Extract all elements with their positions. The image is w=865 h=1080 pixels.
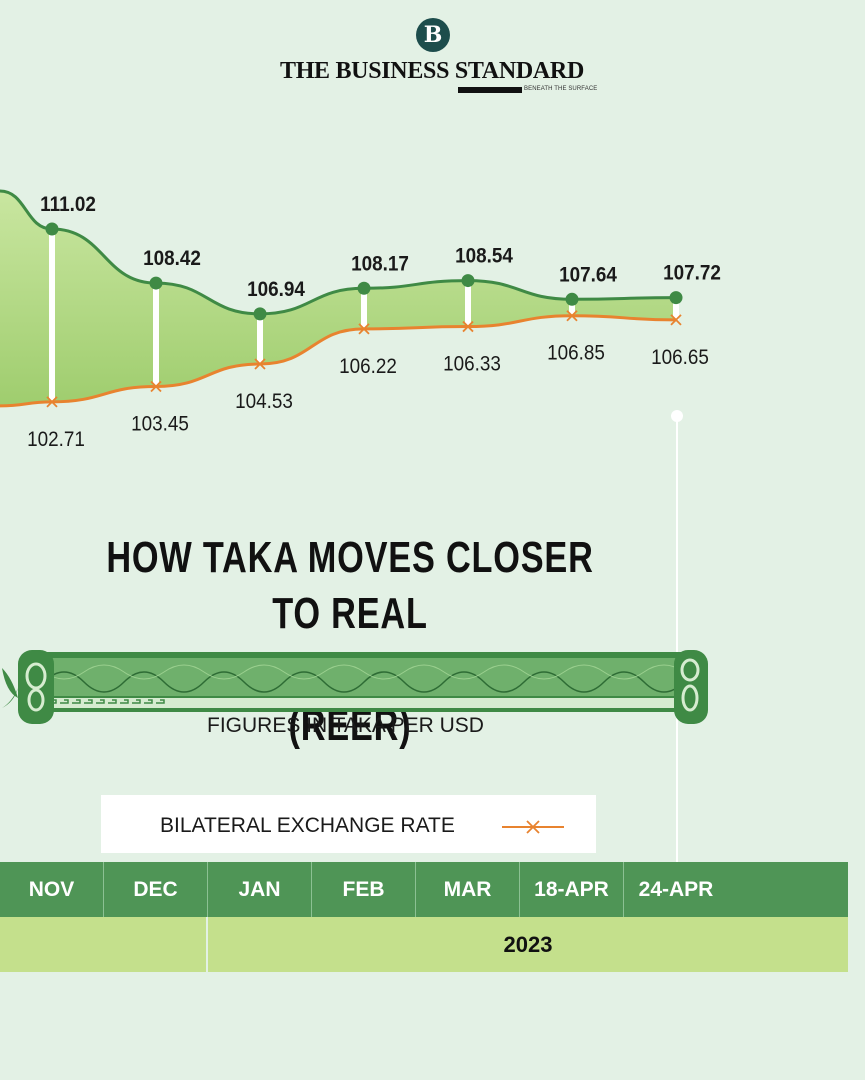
- point-reer-2: [253, 307, 267, 321]
- gap-bar-6: [673, 297, 679, 320]
- exchange-rate-chart: 111.02 102.71 108.42 103.45 106.94 104.53 108.…: [0, 189, 721, 451]
- legend: [101, 795, 596, 853]
- headline-line-1: HOW TAKA MOVES CLOSER TO REAL: [106, 533, 594, 638]
- data-label-bilateral-0: 102.71: [27, 428, 85, 451]
- gap-bar-2: [257, 313, 263, 364]
- point-reer-6: [669, 291, 683, 305]
- area-fill-gap: [0, 191, 676, 406]
- point-bilateral-4: [462, 320, 474, 333]
- data-label-reer-2: 106.94: [247, 278, 305, 301]
- point-reer-1: [149, 276, 163, 290]
- brand-underline: [458, 87, 522, 93]
- brand-name: THE BUSINESS STANDARD: [279, 58, 584, 84]
- point-bilateral-3: [358, 323, 370, 335]
- point-bilateral-2: [254, 358, 266, 370]
- gap-bar-4: [465, 280, 471, 327]
- data-label-bilateral-1: 103.45: [131, 413, 189, 436]
- point-reer-5: [565, 292, 579, 306]
- series-line-reer: [0, 189, 677, 316]
- point-bilateral-5: [566, 310, 578, 322]
- brand-tagline: BENEATH THE SURFACE: [524, 86, 598, 92]
- x-axis-tick-nov: NOV: [0, 862, 104, 917]
- data-label-bilateral-2: 104.53: [235, 390, 293, 413]
- banknote-band: [2, 650, 708, 724]
- point-reer-0: [45, 222, 59, 236]
- timeline-pointer: [671, 410, 683, 862]
- x-axis-tick-feb: FEB: [312, 862, 416, 917]
- x-axis-tick-18-apr: 18-APR: [520, 862, 624, 917]
- x-axis-tick-mar: MAR: [416, 862, 520, 917]
- data-label-bilateral-5: 106.85: [547, 342, 605, 365]
- data-label-reer-6: 107.72: [663, 262, 721, 285]
- point-bilateral-6: [670, 314, 682, 326]
- data-label-reer-3: 108.17: [351, 252, 409, 275]
- data-label-bilateral-3: 106.22: [339, 355, 397, 378]
- data-label-reer-0: 111.02: [40, 193, 96, 216]
- brand-logo-mark: B: [416, 18, 450, 52]
- data-label-reer-5: 107.64: [559, 263, 617, 286]
- gap-bar-1: [153, 283, 159, 387]
- data-label-bilateral-6: 106.65: [651, 346, 709, 369]
- x-axis-year-spacer: [0, 917, 208, 972]
- point-reer-3: [357, 281, 371, 295]
- point-bilateral-1: [150, 380, 162, 393]
- x-axis-tick-jan: JAN: [208, 862, 312, 917]
- point-bilateral-0: [46, 396, 58, 408]
- point-reer-4: [461, 274, 475, 288]
- gap-bar-3: [361, 288, 367, 329]
- gap-bar-5: [569, 299, 575, 316]
- gap-bar-0: [49, 229, 55, 402]
- data-label-bilateral-4: 106.33: [443, 353, 501, 376]
- series-line-bilateral: [0, 314, 677, 408]
- x-axis-year-label: 2023: [208, 917, 848, 972]
- chart-subtitle: FIGURES IN TAKA PER USD: [207, 714, 484, 737]
- legend-label-bilateral: BILATERAL EXCHANGE RATE: [160, 814, 455, 837]
- legend-swatch-bilateral: [502, 820, 564, 834]
- x-axis-tick-dec: DEC: [104, 862, 208, 917]
- data-label-reer-4: 108.54: [455, 245, 513, 268]
- data-label-reer-1: 108.42: [143, 247, 201, 270]
- x-axis-tick-24-apr: 24-APR: [638, 878, 714, 901]
- x-axis-months: NOV DEC JAN FEB MAR 18-APR 24-APR: [0, 862, 848, 917]
